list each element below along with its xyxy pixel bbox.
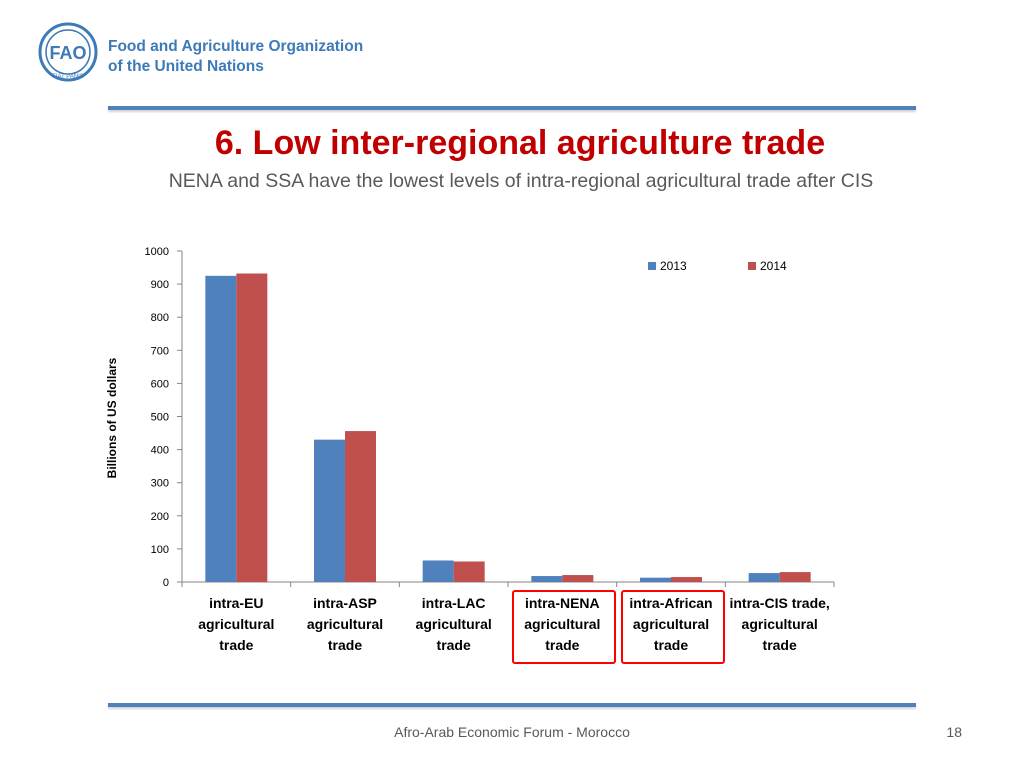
x-tick-label: intra-CIS trade, agricultural trade <box>725 593 835 656</box>
bar-2013-0 <box>205 275 237 582</box>
x-tick-label-line: intra-EU <box>209 595 264 611</box>
x-tick-label: intra-EU agricultural trade <box>181 593 291 656</box>
org-name: Food and Agriculture Organization of the… <box>108 37 363 77</box>
x-tick-label-line: intra-NENA <box>524 595 600 611</box>
bottom-divider <box>108 703 916 707</box>
org-name-line1: Food and Agriculture Organization <box>108 38 364 55</box>
slide-title: 6. Low inter-regional agriculture trade <box>214 124 826 162</box>
bar-2014-4 <box>671 577 702 582</box>
bar-2014-0 <box>236 273 268 582</box>
x-tick-label-line: trade <box>762 637 797 653</box>
fao-emblem-icon: FAO FIAT PANIS <box>38 22 98 82</box>
page-number: 18 <box>946 724 962 740</box>
bar-2014-3 <box>562 575 594 582</box>
legend-swatch-2013 <box>648 262 656 270</box>
x-tick-label: intra-ASP agricultural trade <box>290 593 400 656</box>
y-tick-label: 700 <box>151 345 169 357</box>
x-tick-label-line: agricultural <box>632 616 710 632</box>
x-tick-label-line: agricultural <box>306 616 384 632</box>
y-tick-label: 300 <box>151 478 169 490</box>
bar-2013-5 <box>748 573 780 582</box>
x-tick-label: intra-NENA agricultural trade <box>507 593 617 656</box>
x-tick-label-line: trade <box>545 637 580 653</box>
x-tick-label-line: agricultural <box>415 616 492 632</box>
y-tick-label: 800 <box>151 312 169 324</box>
x-tick-label-line: trade <box>436 637 471 653</box>
legend-swatch-2014 <box>748 262 756 270</box>
bar-2013-1 <box>314 439 345 582</box>
svg-text:FIAT PANIS: FIAT PANIS <box>52 74 84 80</box>
y-tick-label: 500 <box>151 412 169 424</box>
y-axis-title: Billions of US dollars <box>105 357 119 478</box>
top-divider <box>108 106 916 110</box>
y-tick-label: 900 <box>151 279 169 291</box>
bar-2013-4 <box>640 577 671 582</box>
x-tick-label-line: agricultural <box>198 616 275 632</box>
slide-subtitle: NENA and SSA have the lowest levels of i… <box>168 170 874 192</box>
x-tick-label-line: agricultural <box>741 616 818 632</box>
highlight-box <box>621 590 725 664</box>
x-tick-label-line: trade <box>653 637 689 653</box>
legend-label-2013: 2013 <box>660 259 687 273</box>
y-tick-label: 1000 <box>145 246 169 258</box>
highlight-box <box>512 590 617 664</box>
legend-label-2014: 2014 <box>760 259 787 273</box>
x-tick-label-line: agricultural <box>524 616 601 632</box>
bar-2013-3 <box>531 576 563 582</box>
y-tick-label: 600 <box>151 378 169 390</box>
x-tick-label-line: trade <box>219 637 254 653</box>
y-tick-label: 100 <box>151 544 169 556</box>
x-tick-label-line: intra-African <box>629 595 713 611</box>
x-tick-label-line: trade <box>327 637 363 653</box>
x-tick-label-line: intra-CIS trade, <box>729 595 830 611</box>
bar-2013-2 <box>422 560 454 582</box>
bar-2014-2 <box>453 561 485 582</box>
org-name-line2: of the United Nations <box>108 58 264 75</box>
x-tick-label-line: intra-ASP <box>313 595 377 611</box>
x-tick-label-line: intra-LAC <box>421 595 486 611</box>
y-tick-label: 0 <box>163 577 169 589</box>
svg-text:FAO: FAO <box>49 43 86 63</box>
y-tick-label: 200 <box>151 511 169 523</box>
footer-text: Afro-Arab Economic Forum - Morocco <box>394 724 630 740</box>
fao-logo: FAO FIAT PANIS Food and Agriculture Orga… <box>36 22 366 84</box>
y-tick-label: 400 <box>151 445 169 457</box>
bar-2014-1 <box>345 431 376 582</box>
x-tick-label: intra-LAC agricultural trade <box>399 593 509 656</box>
x-tick-label: intra-African agricultural trade <box>616 593 726 656</box>
bar-2014-5 <box>779 572 811 582</box>
